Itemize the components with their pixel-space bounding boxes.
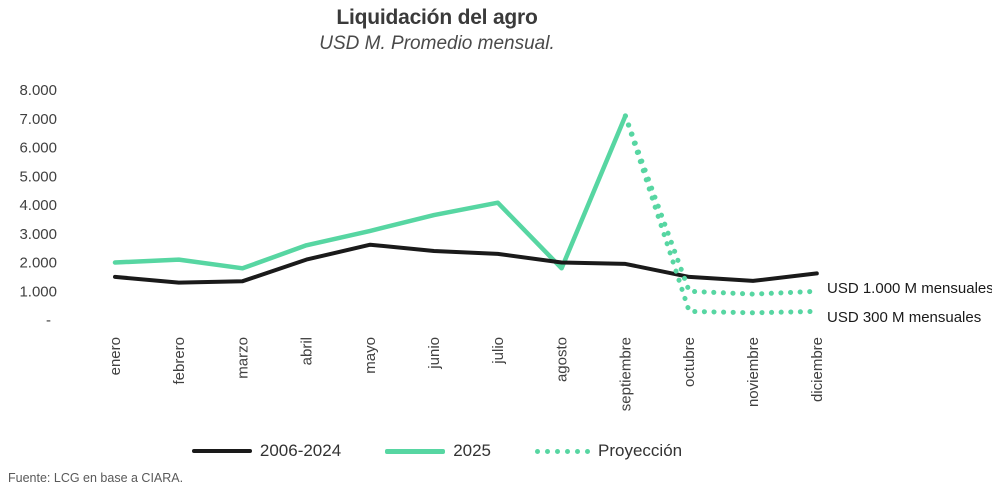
y-axis-tick-label: 8.000	[19, 82, 57, 99]
x-axis-month-label: junio	[426, 337, 443, 370]
legend-swatch-black-line-icon	[191, 449, 252, 453]
y-axis-tick-label: 5.000	[19, 168, 57, 185]
x-axis-month-label: abril	[298, 337, 315, 365]
y-axis-tick-label: 2.000	[19, 255, 57, 272]
y-axis-tick-label: -	[46, 312, 51, 329]
legend-label-2006-2024: 2006-2024	[259, 441, 342, 460]
x-axis-month-label: julio	[490, 337, 507, 365]
y-axis-tick-label: 4.000	[19, 197, 57, 214]
source-note: Fuente: LCG en base a CIARA.	[8, 471, 184, 485]
legend-label-proyeccion: Proyección	[598, 441, 683, 460]
x-axis-month-label: marzo	[235, 337, 252, 379]
x-axis-month-label: noviembre	[745, 337, 762, 407]
y-axis-tick-label: 1.000	[19, 283, 57, 300]
y-axis-tick-label: 7.000	[19, 111, 57, 128]
series-line-2025	[112, 113, 628, 271]
legend-item-2025: 2025	[385, 441, 491, 461]
chart-subtitle: USD M. Promedio mensual.	[319, 33, 555, 54]
chart-legend: 2006-2024 2025 Proyección	[0, 441, 874, 461]
series-line-proyeccion-1000	[622, 113, 820, 297]
annotation-usd-1000-label: USD 1.000 M mensuales	[827, 280, 992, 297]
series-line-proyeccion-300	[622, 113, 820, 316]
y-axis-tick-label: 3.000	[19, 226, 57, 243]
x-axis-month-label: agosto	[554, 337, 571, 382]
legend-label-2025: 2025	[453, 441, 492, 460]
legend-swatch-dotted-line-icon	[535, 448, 591, 454]
y-axis-tick-label: 6.000	[19, 140, 57, 157]
x-axis-month-label: septiembre	[617, 337, 634, 411]
x-axis-month-label: mayo	[362, 337, 379, 374]
legend-item-2006-2024: 2006-2024	[191, 441, 342, 461]
annotation-usd-300-label: USD 300 M mensuales	[827, 309, 982, 326]
x-axis-month-label: febrero	[171, 337, 188, 385]
legend-item-proyeccion: Proyección	[535, 441, 682, 461]
x-axis-month-label: octubre	[681, 337, 698, 387]
legend-swatch-green-line-icon	[385, 448, 446, 454]
series-line-2006-2024	[113, 242, 819, 285]
chart-title: Liquidación del agro	[336, 6, 538, 29]
x-axis-month-label: diciembre	[809, 337, 826, 402]
x-axis-month-label: enero	[107, 337, 124, 375]
